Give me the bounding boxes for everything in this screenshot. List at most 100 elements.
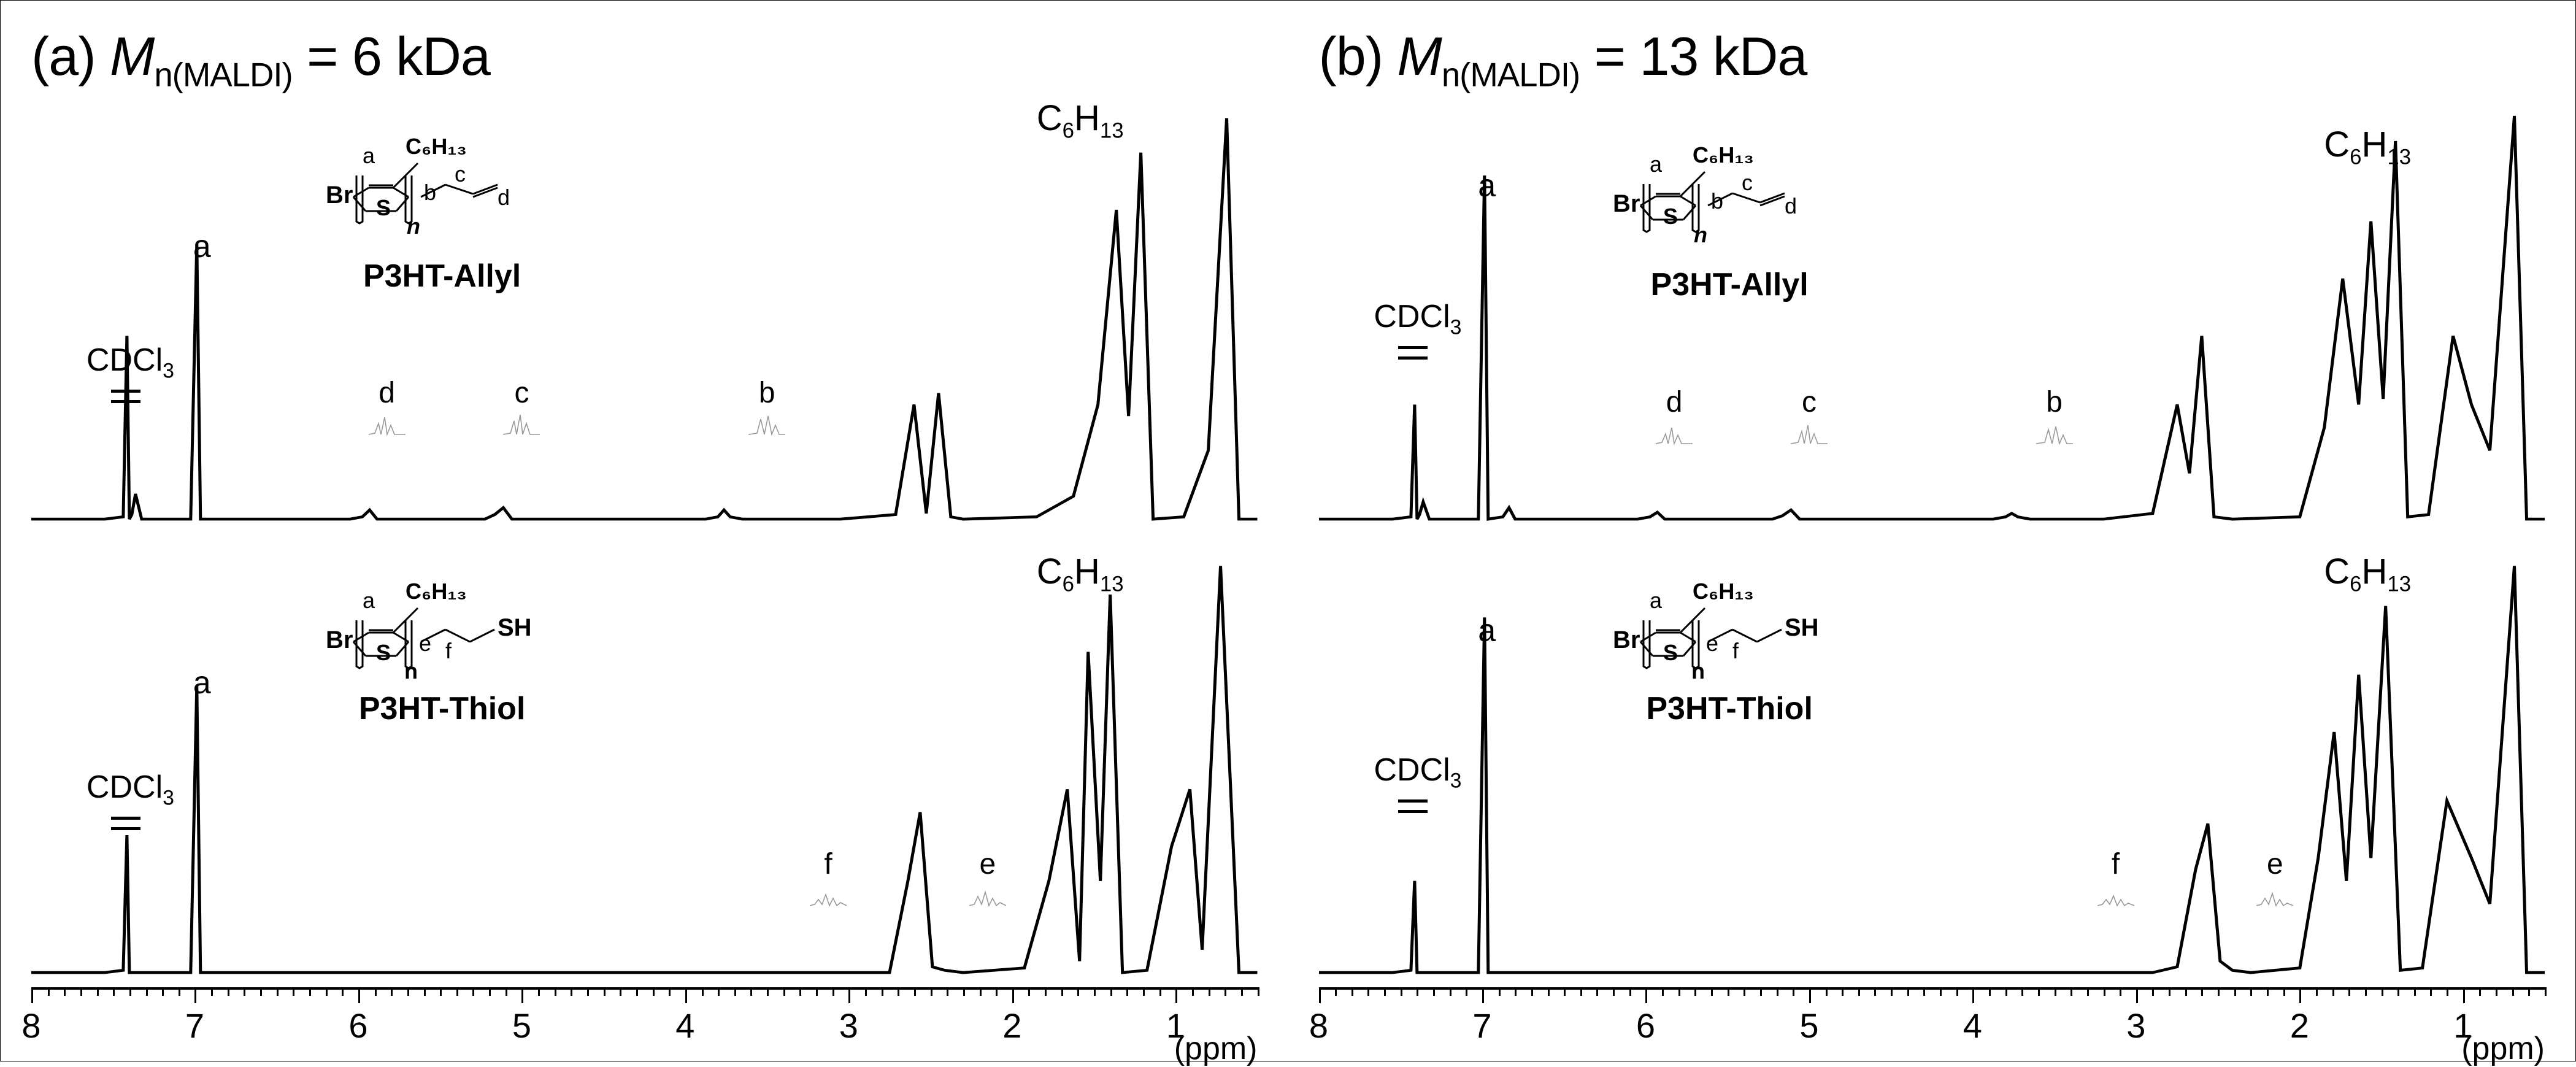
axis-tick-major bbox=[1012, 987, 1014, 1003]
axis-tick-label: 4 bbox=[675, 1006, 694, 1046]
mol-br: Br bbox=[1613, 626, 1640, 653]
axis-tick-minor bbox=[162, 987, 164, 996]
axis-tick-minor bbox=[2055, 987, 2056, 996]
axis-tick-minor bbox=[931, 987, 932, 996]
axis-tick-minor bbox=[1028, 987, 1030, 996]
axis-tick-minor bbox=[1384, 987, 1386, 996]
mol-e-label: e bbox=[1706, 631, 1718, 656]
axis-line-a bbox=[31, 987, 1258, 990]
axis-tick-minor bbox=[1159, 987, 1161, 996]
mol-br: Br bbox=[326, 182, 353, 209]
axis-tick-minor bbox=[947, 987, 948, 996]
cdcl3-label-b-top: CDCl3 bbox=[1374, 298, 1461, 339]
axis-tick-minor bbox=[113, 987, 115, 996]
axis-tick-minor bbox=[260, 987, 262, 996]
mol-n: n bbox=[404, 658, 418, 684]
axis-tick-minor bbox=[2005, 987, 2007, 996]
axis-tick-minor bbox=[1241, 987, 1243, 996]
cdcl3-label-a-bot: CDCl3 bbox=[87, 769, 174, 810]
cdcl3-bar-b-top bbox=[1398, 346, 1428, 360]
axis-tick-minor bbox=[1694, 987, 1696, 996]
mol-sh: SH bbox=[498, 614, 532, 641]
inset-d-a: d bbox=[350, 376, 424, 441]
inset-c-label: c bbox=[485, 376, 558, 410]
mol-name-allyl-a: P3HT-Allyl bbox=[326, 258, 559, 295]
mol-f-label: f bbox=[445, 638, 452, 663]
axis-tick-minor bbox=[620, 987, 621, 996]
title-sub-a: n(MALDI) bbox=[154, 56, 292, 94]
nmr-trace-a-allyl bbox=[31, 107, 1258, 542]
axis-tick-minor bbox=[2021, 987, 2023, 996]
mol-a-label: a bbox=[363, 588, 375, 613]
mol-n: n bbox=[1691, 658, 1705, 684]
mol-name-allyl-b: P3HT-Allyl bbox=[1613, 266, 1846, 303]
axis-tick-major bbox=[2136, 987, 2138, 1003]
inset-b-b: b bbox=[2018, 385, 2091, 450]
panel-a: (a) Mn(MALDI) = 6 kDa CDCl3 a C6H13 a C₆… bbox=[1, 1, 1288, 1061]
axis-tick-minor bbox=[914, 987, 916, 996]
axis-tick-minor bbox=[1989, 987, 1991, 996]
axis-tick-minor bbox=[1777, 987, 1778, 996]
axis-tick-label: 3 bbox=[839, 1006, 858, 1046]
axis-tick-minor bbox=[963, 987, 965, 996]
axis-tick-major bbox=[31, 987, 33, 1003]
spectrum-a-top: CDCl3 a C6H13 a C₆H₁₃ Br bbox=[31, 107, 1258, 542]
axis-tick-major bbox=[2463, 987, 2465, 1003]
axis-tick-minor bbox=[783, 987, 785, 996]
axis-tick-minor bbox=[1077, 987, 1079, 996]
inset-b-svg-b bbox=[2018, 419, 2091, 450]
axis-tick-minor bbox=[1760, 987, 1762, 996]
c6-part1: C bbox=[1037, 98, 1063, 138]
mol-c-label: c bbox=[455, 161, 466, 187]
axis-tick-minor bbox=[2447, 987, 2448, 996]
axis-tick-minor bbox=[2038, 987, 2040, 996]
axis-tick-minor bbox=[2283, 987, 2285, 996]
c6-mid: H bbox=[1074, 98, 1100, 138]
axis-tick-minor bbox=[277, 987, 279, 996]
mol-d-label: d bbox=[1785, 193, 1797, 218]
nmr-trace-b-allyl bbox=[1319, 107, 2545, 542]
axis-line-b bbox=[1319, 987, 2545, 990]
mol-a-label: a bbox=[363, 143, 375, 168]
axis-tick-minor bbox=[538, 987, 540, 996]
c6-mid: H bbox=[2362, 552, 2388, 591]
c6-sub1: 6 bbox=[2350, 145, 2361, 169]
axis-tick-major bbox=[194, 987, 196, 1003]
axis-tick-minor bbox=[1351, 987, 1353, 996]
nmr-trace-a-thiol bbox=[31, 560, 1258, 995]
mol-name-thiol-a: P3HT-Thiol bbox=[326, 690, 559, 727]
axis-tick-minor bbox=[326, 987, 328, 996]
axis-tick-minor bbox=[1258, 987, 1259, 996]
mol-name-thiol-b: P3HT-Thiol bbox=[1613, 690, 1846, 727]
axis-tick-label: 8 bbox=[21, 1006, 40, 1046]
axis-tick-minor bbox=[1548, 987, 1550, 996]
axis-tick-minor bbox=[996, 987, 998, 996]
spectra-area-b: CDCl3 a C6H13 a C₆H₁₃ Br bbox=[1319, 107, 2545, 1014]
axis-tick-minor bbox=[2267, 987, 2269, 996]
c6h13-label-a-bot: C6H13 bbox=[1037, 551, 1124, 597]
panel-a-title: (a) Mn(MALDI) = 6 kDa bbox=[31, 25, 1258, 94]
axis-tick-label: 6 bbox=[1636, 1006, 1655, 1046]
axis-tick-minor bbox=[1874, 987, 1876, 996]
axis-tick-label: 8 bbox=[1309, 1006, 1328, 1046]
inset-c-b: c bbox=[1772, 385, 1846, 450]
inset-d-label: d bbox=[350, 376, 424, 410]
mol-sh: SH bbox=[1785, 614, 1819, 641]
axis-tick-label: 5 bbox=[1799, 1006, 1818, 1046]
title-sub-b: n(MALDI) bbox=[1442, 56, 1580, 94]
mol-c6h13: C₆H₁₃ bbox=[406, 134, 467, 159]
axis-tick-minor bbox=[1891, 987, 1893, 996]
mol-c6h13: C₆H₁₃ bbox=[406, 579, 467, 604]
mol-a-label: a bbox=[1650, 588, 1663, 613]
axis-tick-minor bbox=[2397, 987, 2399, 996]
axis-tick-minor bbox=[1450, 987, 1451, 996]
axis-tick-minor bbox=[702, 987, 704, 996]
cdcl3-text: CDCl bbox=[1374, 299, 1450, 334]
mol-s: S bbox=[376, 640, 391, 665]
cdcl3-bar-b-bot bbox=[1398, 799, 1428, 813]
axis-tick-label: 7 bbox=[1472, 1006, 1491, 1046]
axis-tick-minor bbox=[1209, 987, 1210, 996]
c6h13-label-b-top: C6H13 bbox=[2324, 124, 2411, 170]
cdcl3-bar-a-top bbox=[111, 390, 140, 403]
allyl-structure-svg-b: a C₆H₁₃ Br S n b c bbox=[1613, 141, 1846, 264]
